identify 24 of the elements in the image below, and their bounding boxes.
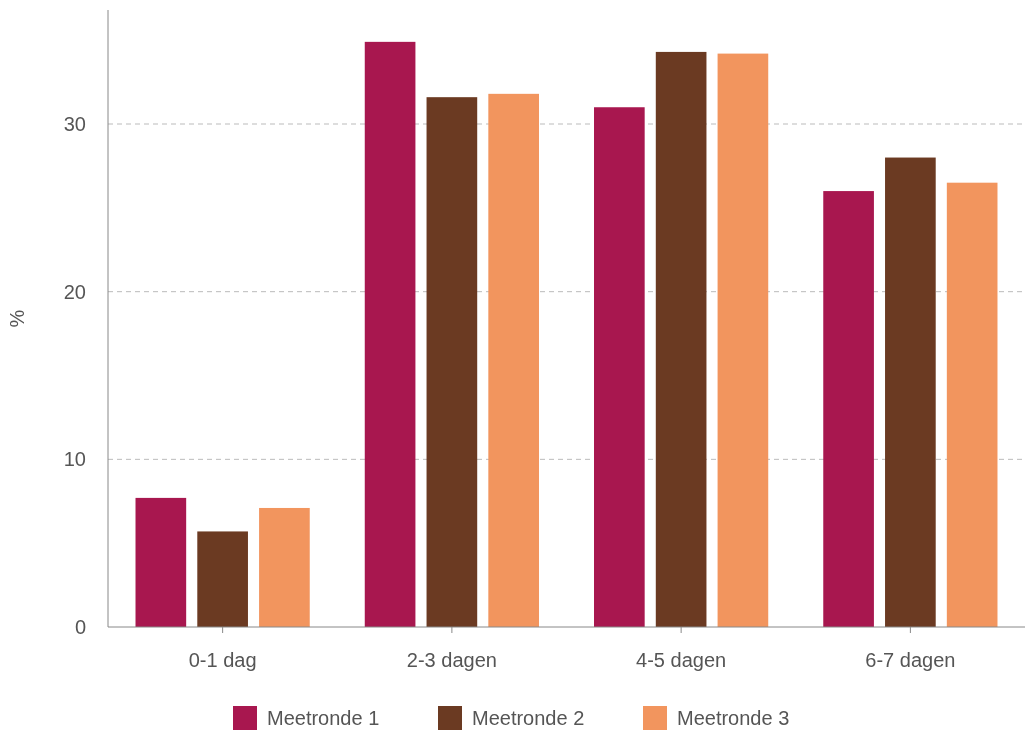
y-axis-title: % (6, 309, 28, 328)
bar (655, 51, 707, 627)
bar (197, 531, 248, 627)
legend-label: Meetronde 2 (472, 707, 585, 729)
bar (259, 507, 310, 627)
y-tick-label: 30 (63, 113, 86, 136)
x-tick-label: 6-7 dagen (865, 649, 956, 671)
bar (885, 157, 936, 627)
y-tick-label: 10 (63, 448, 86, 471)
bar (364, 41, 416, 627)
bar (488, 93, 539, 627)
bar (717, 53, 769, 627)
y-tick-label: 20 (63, 280, 86, 303)
y-tick-label: 0 (74, 616, 86, 638)
legend-label: Meetronde 1 (267, 707, 380, 729)
x-tick-label: 4-5 dagen (636, 649, 727, 671)
bar (946, 182, 998, 627)
x-tick-label: 2-3 dagen (406, 649, 497, 671)
x-tick-label: 0-1 dag (188, 649, 257, 671)
legend-label: Meetronde 3 (677, 707, 790, 729)
bar (823, 191, 874, 627)
bar (135, 497, 187, 627)
bar (426, 97, 478, 627)
bar (594, 107, 645, 627)
